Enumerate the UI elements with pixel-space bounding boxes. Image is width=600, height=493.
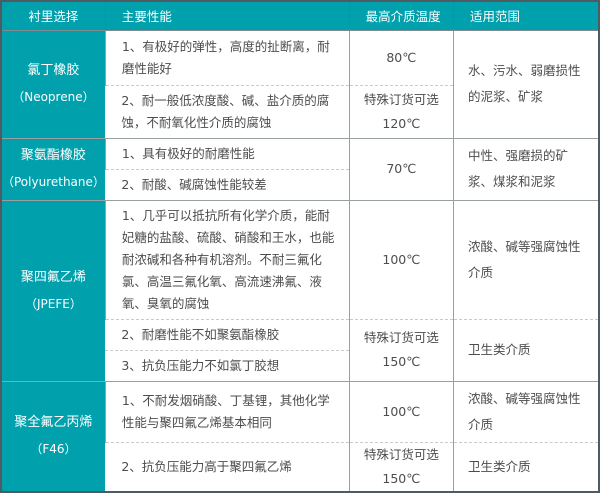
- material-name-en: （Polyurethane）: [2, 175, 105, 189]
- material-cell-polyurethane: 聚氨酯橡胶 （Polyurethane）: [1, 138, 106, 201]
- property-cell: 1、具有极好的耐磨性能: [104, 138, 350, 170]
- property-cell: 2、抗负压能力高于聚四氟乙烯: [121, 458, 292, 474]
- material-cell-neoprene: 氯丁橡胶 （Neoprene）: [1, 30, 106, 139]
- material-name: 聚全氟乙丙烯: [14, 415, 93, 430]
- apply-cell: 浓酸、碱等强腐蚀性介质: [453, 200, 599, 320]
- property-cell: 2、耐一般低浓度酸、碱、盐介质的腐蚀，不耐氧化性介质的腐蚀: [105, 85, 350, 139]
- table-header-row: 衬里选择 主要性能 最高介质温度 适用范围: [0, 1, 599, 31]
- material-name: 聚四氟乙烯: [20, 269, 86, 285]
- header-lining-selection: 衬里选择: [0, 1, 106, 31]
- table-row: 聚四氟乙烯 （JPEFE） 1、几乎可以抵抗所有化学介质，能耐妃糖的盐酸、硫酸、…: [1, 200, 599, 382]
- table-row: 2、耐酸、碱腐蚀性能较差: [1, 169, 599, 201]
- temp-cell: 特殊订货可选 120℃: [348, 85, 454, 139]
- material-cell-ptfe: 聚四氟乙烯 （JPEFE）: [1, 200, 106, 382]
- material-name-en: （F46）: [30, 442, 77, 456]
- header-application-range: 适用范围: [453, 1, 599, 31]
- table-row: 氯丁橡胶 （Neoprene） 1、有极好的弹性，高度的扯断离，耐磨性能好 80…: [1, 30, 599, 139]
- table-row: 3、抗负压能力不如氯丁胶想: [1, 350, 599, 382]
- apply-cell: 中性、强磨损的矿浆、煤浆和泥浆: [453, 138, 599, 201]
- temp-cell: 特殊订货可选 150℃: [348, 319, 454, 382]
- temp-cell: 80℃: [348, 30, 454, 86]
- table-row: 聚全氟乙丙烯 （F46） 1、不耐发烟硝酸、丁基锂，其他化学性能与聚四氟乙烯基本…: [1, 381, 599, 492]
- header-max-medium-temperature: 最高介质温度: [348, 1, 454, 31]
- property-cell: 1、几乎可以抵抗所有化学介质，能耐妃糖的盐酸、硫酸、硝酸和王水，也能耐浓碱和各种…: [104, 200, 350, 320]
- temp-cell: 特殊订货可选 150℃: [348, 442, 454, 492]
- property-cell: 2、耐磨性能不如聚氨酯橡胶: [105, 319, 350, 351]
- temp-cell: 100℃: [348, 200, 454, 320]
- table-row: 2、耐一般低浓度酸、碱、盐介质的腐蚀，不耐氧化性介质的腐蚀 特殊订货可选 120…: [1, 85, 599, 139]
- property-cell: 1、有极好的弹性，高度的扯断离，耐磨性能好: [104, 30, 350, 86]
- header-main-performance: 主要性能: [104, 1, 350, 31]
- material-name: 氯丁橡胶: [27, 63, 80, 78]
- apply-cell: 卫生类介质: [453, 319, 599, 382]
- temp-cell: 100℃: [348, 381, 454, 443]
- material-name-en: （JPEFE）: [25, 296, 82, 311]
- material-name: 聚氨酯橡胶: [20, 148, 86, 163]
- property-cell: 2、耐酸、碱腐蚀性能较差: [105, 169, 350, 201]
- material-name-en: （Neoprene）: [12, 90, 95, 104]
- table-row: 2、耐磨性能不如聚氨酯橡胶 特殊订货可选 150℃ 卫生类介质: [1, 319, 599, 382]
- table-row: 聚氨酯橡胶 （Polyurethane） 1、具有极好的耐磨性能 70℃ 中性、…: [1, 138, 599, 201]
- apply-cell: 卫生类介质: [453, 442, 599, 492]
- apply-cell: 浓酸、碱等强腐蚀性介质: [453, 381, 599, 443]
- temp-cell: 70℃: [348, 138, 454, 201]
- apply-cell: 水、污水、弱磨损性的泥浆、矿浆: [453, 30, 599, 139]
- property-cell: 3、抗负压能力不如氯丁胶想: [105, 350, 350, 382]
- material-cell-f46: 聚全氟乙丙烯 （F46）: [1, 381, 106, 492]
- property-cell: 1、不耐发烟硝酸、丁基锂，其他化学性能与聚四氟乙烯基本相同: [104, 381, 350, 443]
